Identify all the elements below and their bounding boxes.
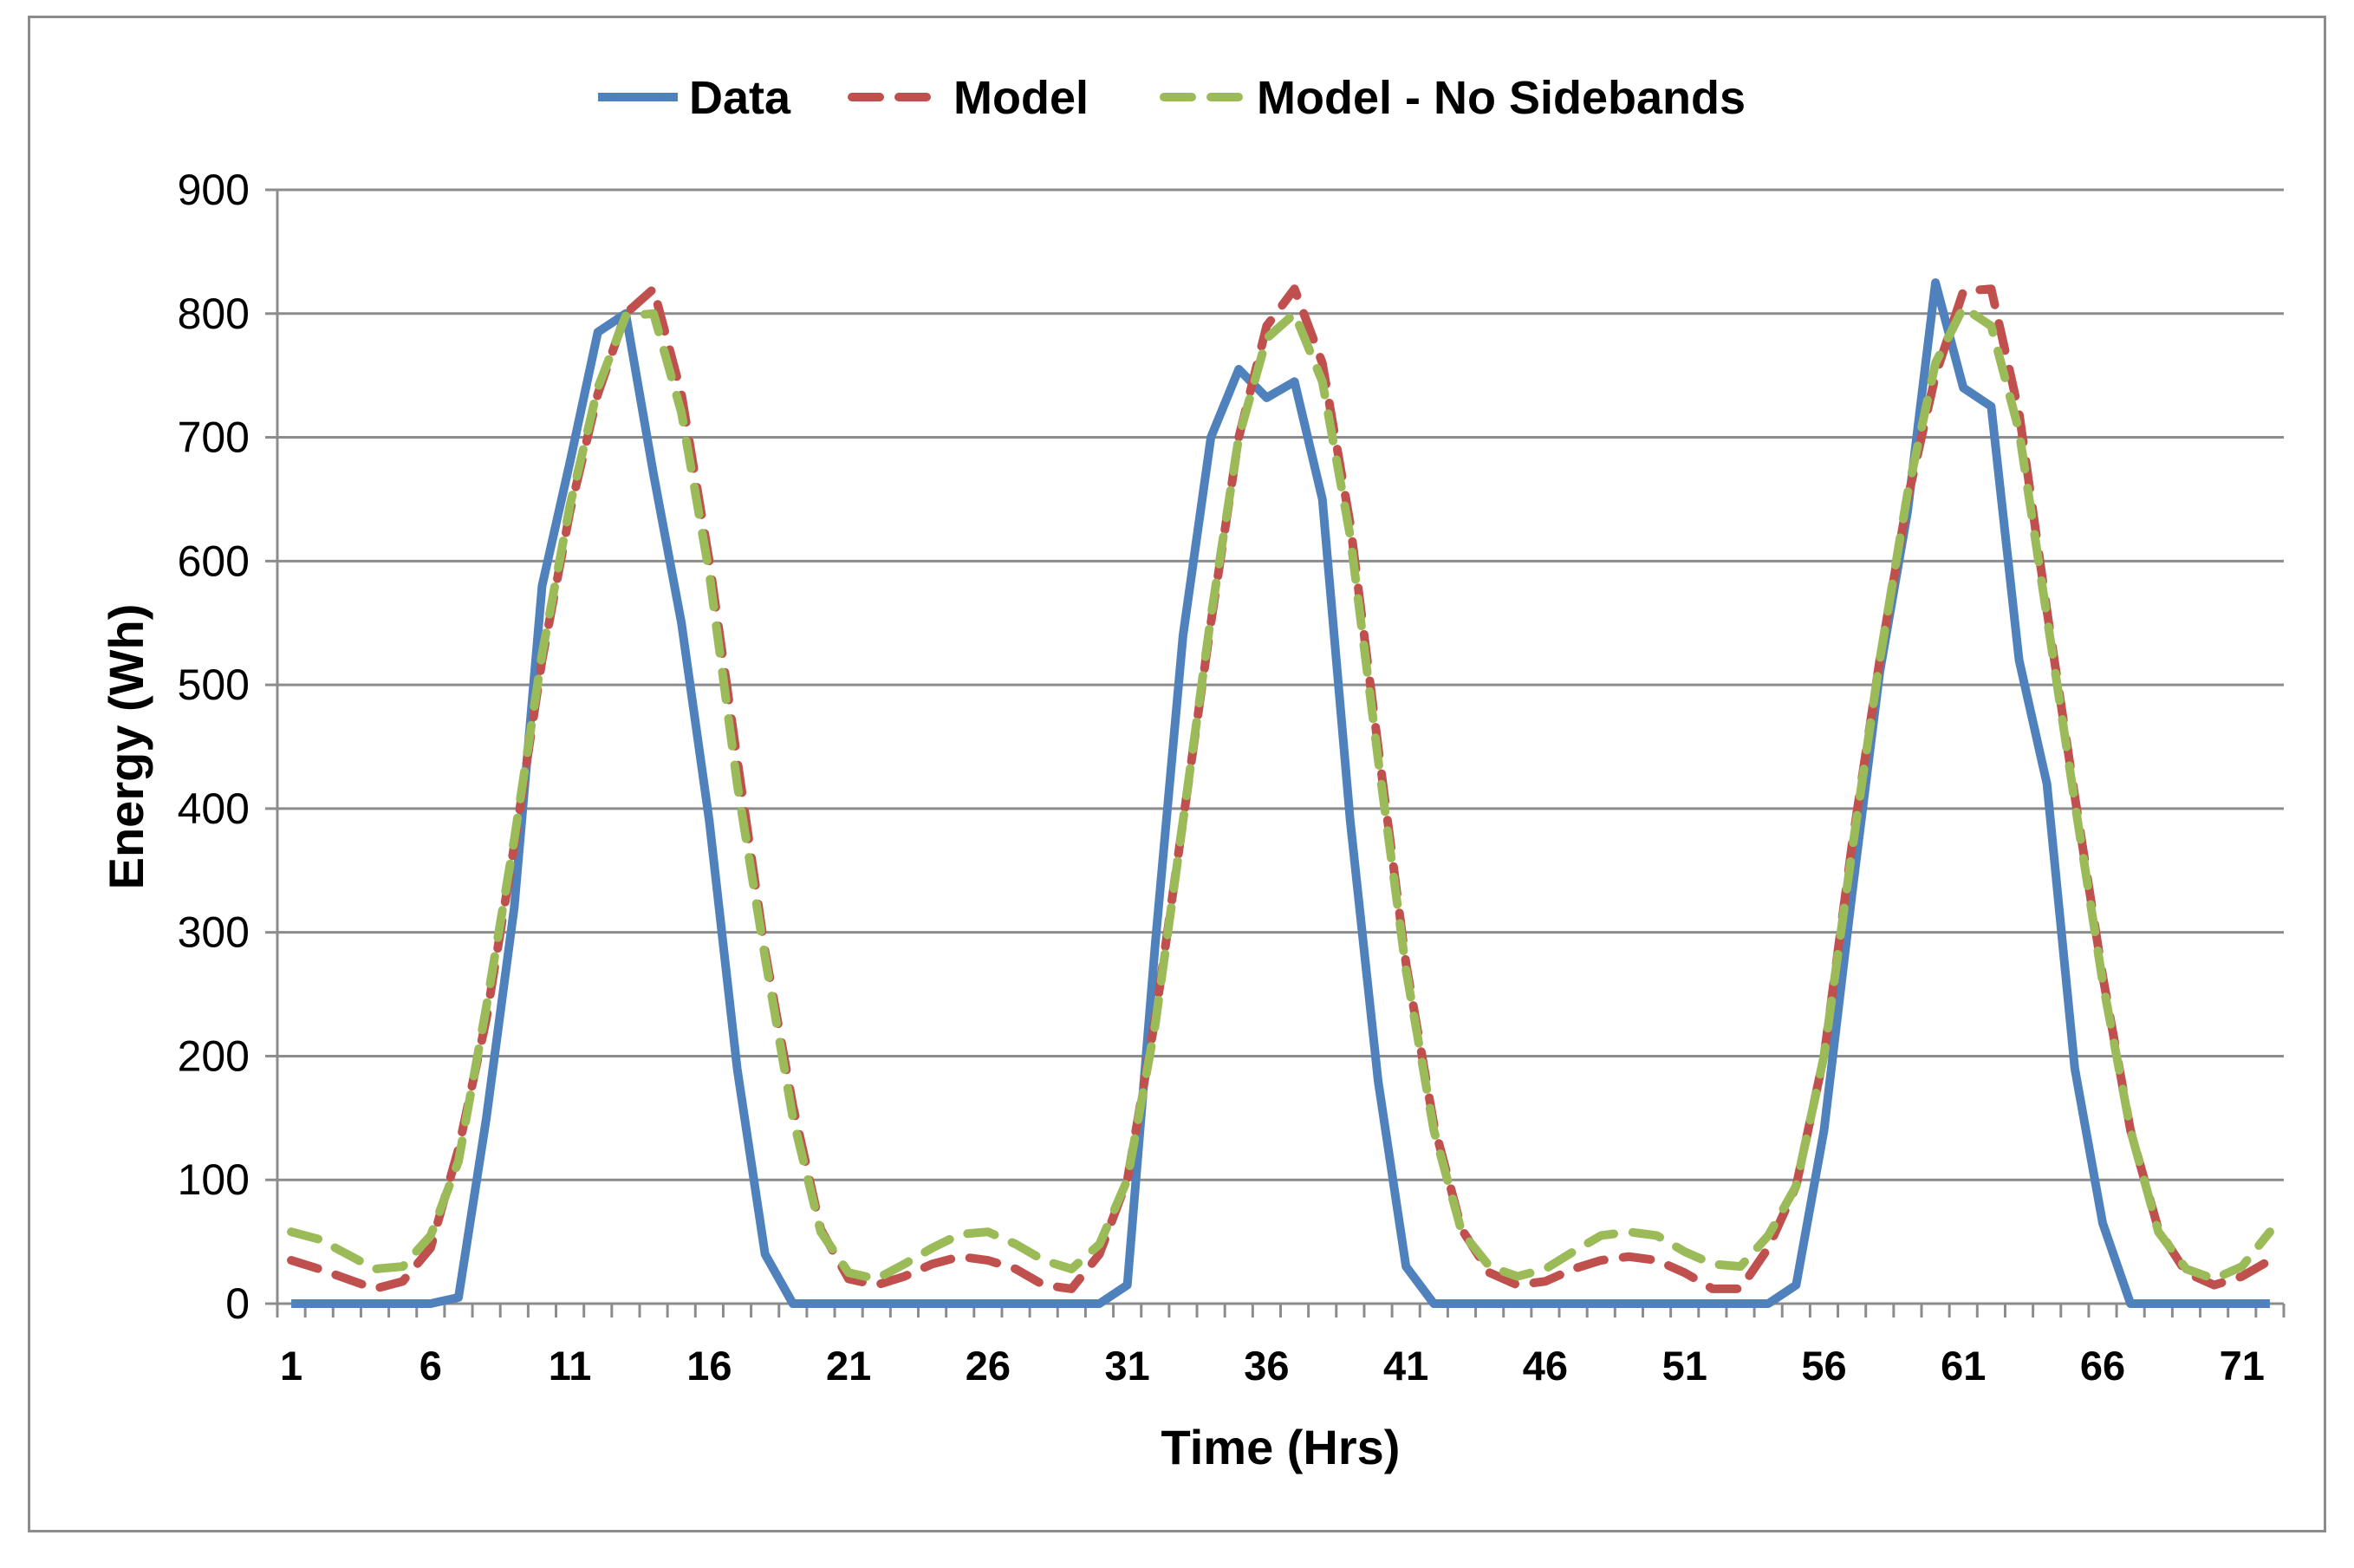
x-tick-label: 71 (2220, 1343, 2265, 1389)
x-axis-title: Time (Hrs) (1161, 1420, 1401, 1474)
x-tick-label: 66 (2080, 1343, 2125, 1389)
x-tick-label: 36 (1244, 1343, 1289, 1389)
y-tick-label: 400 (178, 784, 250, 833)
y-tick-label: 500 (178, 660, 250, 709)
y-tick-label: 900 (178, 166, 250, 214)
legend: Data Model Model - No Sidebands (598, 72, 1746, 124)
x-tick-label: 61 (1941, 1343, 1986, 1389)
y-tick-label: 300 (178, 908, 250, 957)
x-tick-label: 51 (1662, 1343, 1707, 1389)
x-tick-label: 41 (1383, 1343, 1428, 1389)
x-tick-label: 46 (1523, 1343, 1568, 1389)
x-tick-label: 1 (280, 1343, 302, 1389)
y-axis-title: Energy (Wh) (99, 604, 153, 890)
y-tick-label: 200 (178, 1031, 250, 1080)
y-tick-label: 100 (178, 1155, 250, 1204)
x-tick-label: 6 (419, 1343, 442, 1389)
x-tick-label: 11 (549, 1343, 592, 1389)
legend-label: Model - No Sidebands (1257, 72, 1746, 124)
series-lines (287, 278, 2274, 1308)
x-tick-label: 56 (1801, 1343, 1846, 1389)
series-line-model-no-sidebands (287, 303, 2274, 1284)
y-tick-label: 800 (178, 290, 250, 338)
y-tick-label: 0 (225, 1279, 250, 1328)
x-tick-label: 26 (966, 1343, 1011, 1389)
x-tick-label: 16 (686, 1343, 732, 1389)
legend-item: Data (598, 72, 791, 124)
legend-item: Model - No Sidebands (1160, 72, 1746, 124)
series-line-model (287, 284, 2274, 1293)
chart-frame: 0 100 200 300 400 500 600 700 800 900 1 6 11 16 21 26 31… (28, 16, 2326, 1532)
y-tick-label: 700 (178, 413, 250, 462)
legend-label: Model (953, 72, 1089, 124)
x-tick-label: 21 (826, 1343, 871, 1389)
legend-item: Model (848, 72, 1089, 124)
y-tick-label: 600 (178, 537, 250, 585)
legend-label: Data (689, 72, 791, 124)
gridlines (277, 188, 2284, 1181)
x-tick-label: 31 (1105, 1343, 1150, 1389)
